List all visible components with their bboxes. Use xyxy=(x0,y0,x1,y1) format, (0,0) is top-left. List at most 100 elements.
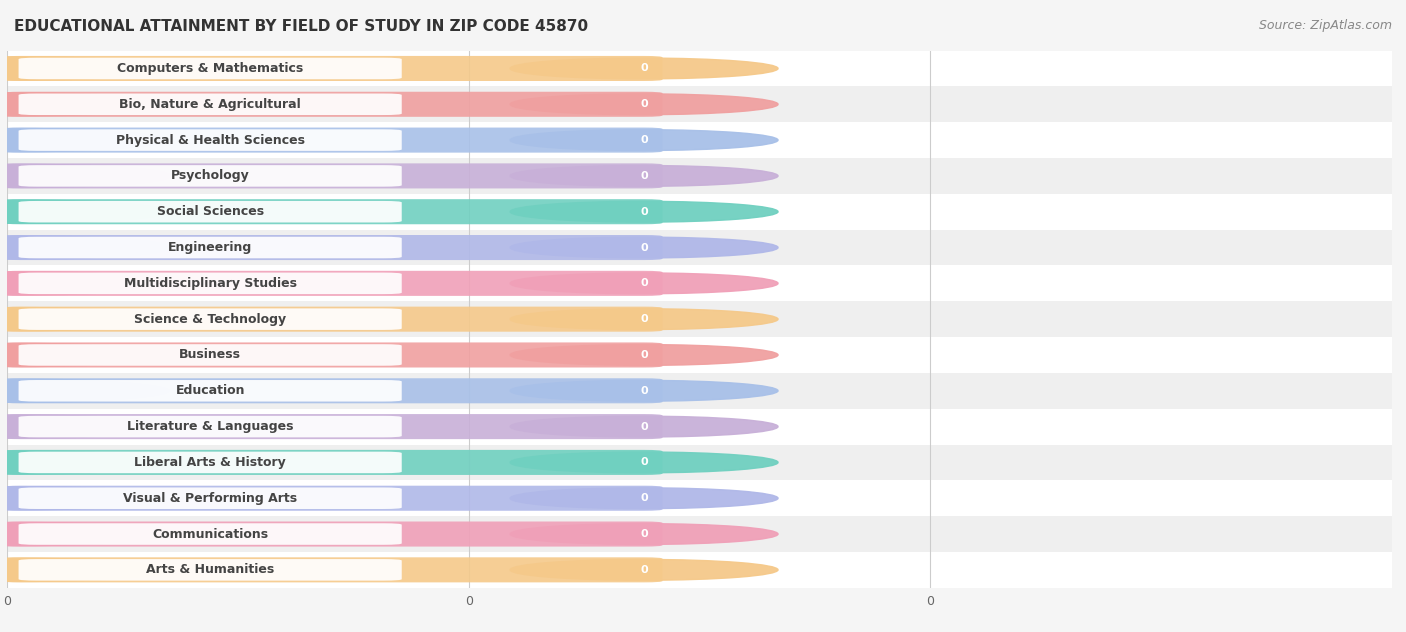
Circle shape xyxy=(510,237,778,258)
Text: Engineering: Engineering xyxy=(169,241,252,254)
Text: 0: 0 xyxy=(640,278,648,288)
Circle shape xyxy=(510,130,778,150)
Text: Liberal Arts & History: Liberal Arts & History xyxy=(135,456,285,469)
Text: Arts & Humanities: Arts & Humanities xyxy=(146,563,274,576)
Circle shape xyxy=(0,128,170,152)
Text: 0: 0 xyxy=(640,493,648,503)
Bar xyxy=(7,301,1392,337)
Circle shape xyxy=(0,164,170,188)
Bar xyxy=(7,194,1392,229)
Text: 0: 0 xyxy=(640,458,648,468)
Text: 0: 0 xyxy=(640,386,648,396)
Circle shape xyxy=(510,58,778,79)
Circle shape xyxy=(0,93,170,116)
Circle shape xyxy=(510,166,778,186)
Text: 0: 0 xyxy=(640,63,648,73)
Circle shape xyxy=(0,558,170,581)
FancyBboxPatch shape xyxy=(18,165,402,186)
Text: Business: Business xyxy=(179,348,242,362)
FancyBboxPatch shape xyxy=(3,270,662,296)
Circle shape xyxy=(510,524,778,544)
Circle shape xyxy=(0,272,170,295)
Text: Communications: Communications xyxy=(152,528,269,540)
FancyBboxPatch shape xyxy=(3,521,662,547)
FancyBboxPatch shape xyxy=(3,164,662,188)
FancyBboxPatch shape xyxy=(18,237,402,258)
FancyBboxPatch shape xyxy=(3,557,662,583)
FancyBboxPatch shape xyxy=(3,450,662,475)
FancyBboxPatch shape xyxy=(18,130,402,151)
Bar xyxy=(7,265,1392,301)
Bar xyxy=(7,158,1392,194)
Text: EDUCATIONAL ATTAINMENT BY FIELD OF STUDY IN ZIP CODE 45870: EDUCATIONAL ATTAINMENT BY FIELD OF STUDY… xyxy=(14,19,588,34)
Bar xyxy=(7,480,1392,516)
Text: Computers & Mathematics: Computers & Mathematics xyxy=(117,62,304,75)
FancyBboxPatch shape xyxy=(3,378,662,403)
Text: 0: 0 xyxy=(640,99,648,109)
Circle shape xyxy=(0,57,170,80)
FancyBboxPatch shape xyxy=(3,414,662,439)
Circle shape xyxy=(0,487,170,510)
Text: Education: Education xyxy=(176,384,245,398)
Circle shape xyxy=(0,200,170,223)
Text: 0: 0 xyxy=(640,135,648,145)
Bar xyxy=(7,516,1392,552)
Bar xyxy=(7,51,1392,87)
FancyBboxPatch shape xyxy=(3,307,662,332)
FancyBboxPatch shape xyxy=(3,92,662,117)
Text: Psychology: Psychology xyxy=(170,169,249,183)
Text: 0: 0 xyxy=(640,314,648,324)
Text: Social Sciences: Social Sciences xyxy=(156,205,264,218)
FancyBboxPatch shape xyxy=(18,58,402,79)
Circle shape xyxy=(0,343,170,367)
Text: 0: 0 xyxy=(640,529,648,539)
Bar xyxy=(7,409,1392,444)
FancyBboxPatch shape xyxy=(18,487,402,509)
Circle shape xyxy=(510,309,778,329)
Text: 0: 0 xyxy=(640,350,648,360)
Text: Physical & Health Sciences: Physical & Health Sciences xyxy=(115,133,305,147)
Bar xyxy=(7,122,1392,158)
FancyBboxPatch shape xyxy=(18,559,402,581)
Circle shape xyxy=(510,344,778,365)
FancyBboxPatch shape xyxy=(18,523,402,545)
Circle shape xyxy=(0,379,170,403)
FancyBboxPatch shape xyxy=(3,235,662,260)
FancyBboxPatch shape xyxy=(3,343,662,368)
Circle shape xyxy=(510,380,778,401)
FancyBboxPatch shape xyxy=(3,56,662,81)
Circle shape xyxy=(510,416,778,437)
Circle shape xyxy=(510,452,778,473)
Text: 0: 0 xyxy=(640,422,648,432)
Text: 0: 0 xyxy=(640,243,648,253)
Text: 0: 0 xyxy=(640,171,648,181)
Circle shape xyxy=(510,202,778,222)
Circle shape xyxy=(510,94,778,114)
Circle shape xyxy=(0,523,170,545)
Text: Multidisciplinary Studies: Multidisciplinary Studies xyxy=(124,277,297,290)
Circle shape xyxy=(0,236,170,259)
Text: Visual & Performing Arts: Visual & Performing Arts xyxy=(124,492,297,505)
Circle shape xyxy=(510,559,778,580)
Text: Bio, Nature & Agricultural: Bio, Nature & Agricultural xyxy=(120,98,301,111)
Text: Literature & Languages: Literature & Languages xyxy=(127,420,294,433)
FancyBboxPatch shape xyxy=(3,199,662,224)
Bar xyxy=(7,373,1392,409)
Bar xyxy=(7,87,1392,122)
Bar xyxy=(7,444,1392,480)
Text: 0: 0 xyxy=(640,207,648,217)
Text: 0: 0 xyxy=(640,565,648,575)
FancyBboxPatch shape xyxy=(18,344,402,366)
Circle shape xyxy=(0,415,170,438)
Text: Science & Technology: Science & Technology xyxy=(134,313,287,325)
FancyBboxPatch shape xyxy=(3,486,662,511)
FancyBboxPatch shape xyxy=(18,416,402,437)
Text: Source: ZipAtlas.com: Source: ZipAtlas.com xyxy=(1258,19,1392,32)
Bar xyxy=(7,337,1392,373)
FancyBboxPatch shape xyxy=(18,94,402,115)
FancyBboxPatch shape xyxy=(18,452,402,473)
Circle shape xyxy=(510,488,778,509)
FancyBboxPatch shape xyxy=(18,308,402,330)
FancyBboxPatch shape xyxy=(18,201,402,222)
Circle shape xyxy=(0,308,170,331)
